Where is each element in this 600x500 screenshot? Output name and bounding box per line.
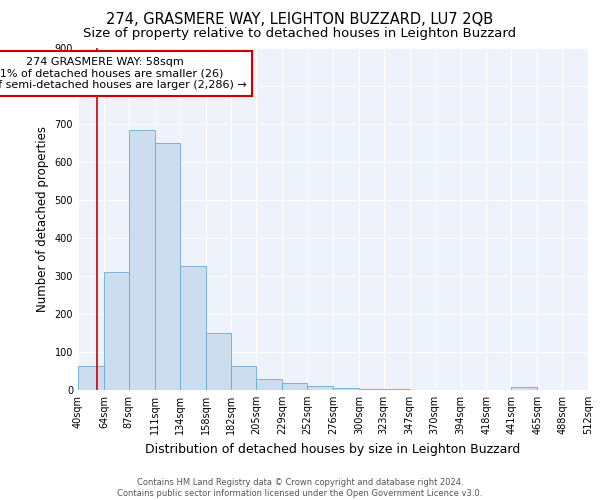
Bar bbox=[78, 366, 104, 390]
Y-axis label: Number of detached properties: Number of detached properties bbox=[36, 126, 49, 312]
Bar bbox=[155, 142, 179, 390]
Text: Contains HM Land Registry data © Crown copyright and database right 2024.
Contai: Contains HM Land Registry data © Crown c… bbox=[118, 478, 482, 498]
Bar bbox=[205, 333, 232, 390]
Text: 274, GRASMERE WAY, LEIGHTON BUZZARD, LU7 2QB: 274, GRASMERE WAY, LEIGHTON BUZZARD, LU7… bbox=[106, 12, 494, 28]
Bar bbox=[333, 388, 359, 390]
Bar bbox=[104, 272, 129, 390]
Bar bbox=[179, 266, 205, 390]
Bar bbox=[282, 383, 307, 390]
Bar bbox=[256, 378, 282, 390]
Bar bbox=[307, 386, 333, 390]
X-axis label: Distribution of detached houses by size in Leighton Buzzard: Distribution of detached houses by size … bbox=[145, 442, 521, 456]
Bar bbox=[232, 366, 256, 390]
Bar bbox=[511, 387, 537, 390]
Text: Size of property relative to detached houses in Leighton Buzzard: Size of property relative to detached ho… bbox=[83, 28, 517, 40]
Bar bbox=[129, 130, 155, 390]
Bar bbox=[359, 389, 384, 390]
Bar bbox=[384, 389, 410, 390]
Text: 274 GRASMERE WAY: 58sqm
← 1% of detached houses are smaller (26)
99% of semi-det: 274 GRASMERE WAY: 58sqm ← 1% of detached… bbox=[0, 57, 247, 90]
